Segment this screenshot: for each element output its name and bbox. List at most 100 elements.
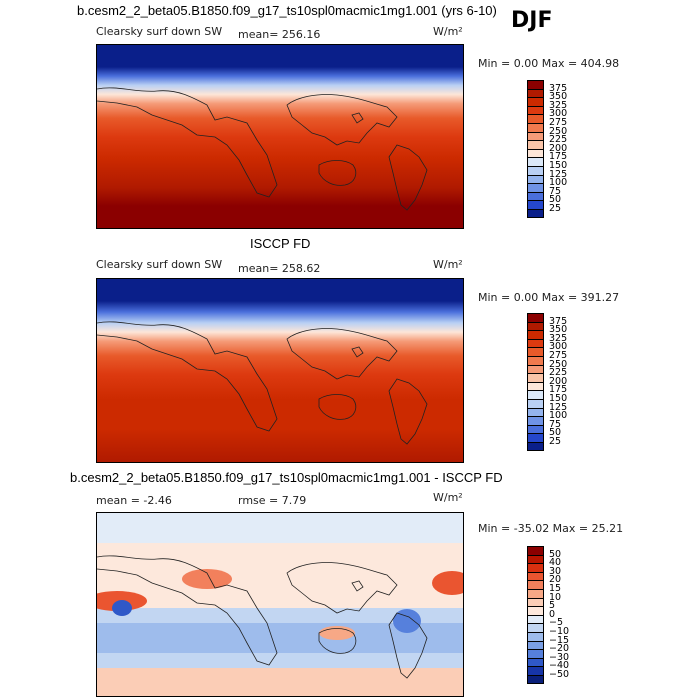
colorbar-swatch	[527, 97, 544, 106]
colorbar-swatch	[527, 416, 544, 425]
colorbar-label: 225	[549, 367, 568, 379]
panel-2-minmax: Min = 0.00 Max = 391.27	[478, 291, 620, 304]
colorbar-label: 300	[549, 108, 568, 120]
colorbar-label: 300	[549, 341, 568, 353]
colorbar-label: 5	[549, 600, 556, 612]
colorbar-swatch	[527, 657, 544, 667]
colorbar-swatch	[527, 606, 544, 615]
colorbar-swatch	[527, 399, 544, 408]
colorbar-swatch	[527, 623, 544, 632]
colorbar-label: 175	[549, 151, 568, 163]
colorbar-swatch	[527, 433, 544, 442]
colorbar-swatch	[527, 313, 544, 322]
colorbar-swatch	[527, 381, 544, 391]
colorbar-swatch	[527, 123, 544, 132]
panel-3-coastlines	[97, 555, 428, 679]
colorbar-swatch	[527, 563, 544, 572]
colorbar-swatch	[527, 148, 544, 158]
panel-1-minmax: Min = 0.00 Max = 404.98	[478, 57, 620, 70]
colorbar-swatch	[527, 330, 544, 339]
colorbar-label: 350	[549, 324, 568, 336]
colorbar-swatch	[527, 364, 544, 374]
panel-3-rmse: rmse = 7.79	[238, 494, 307, 507]
colorbar-label: 50	[549, 427, 562, 439]
colorbar-label: −15	[549, 634, 570, 646]
colorbar-label: −50	[549, 669, 570, 680]
colorbar-label: 325	[549, 99, 568, 111]
colorbar-swatch	[527, 675, 544, 684]
colorbar-label: 250	[549, 358, 568, 370]
colorbar-swatch	[527, 597, 544, 607]
colorbar-label: 225	[549, 134, 568, 146]
colorbar-swatch	[527, 166, 544, 175]
colorbar-swatch	[527, 442, 544, 451]
colorbar-label: −40	[549, 660, 570, 672]
colorbar-label: 25	[549, 436, 562, 447]
panel-3-title: b.cesm2_2_beta05.B1850.f09_g17_ts10spl0m…	[70, 470, 503, 485]
colorbar-swatch	[527, 580, 544, 589]
colorbar-swatch	[527, 424, 544, 434]
colorbar-label: 100	[549, 177, 568, 189]
colorbar-label: −10	[549, 626, 570, 637]
colorbar-swatch	[527, 347, 544, 356]
panel-2-units: W/m²	[433, 258, 463, 271]
panel-1-map	[96, 44, 464, 229]
colorbar-label: 350	[549, 91, 568, 103]
colorbar-swatch	[527, 356, 544, 365]
colorbar-swatch	[527, 666, 544, 675]
colorbar-label: 150	[549, 160, 568, 171]
colorbar-swatch	[527, 338, 544, 348]
colorbar-label: −5	[549, 617, 564, 629]
colorbar-swatch	[527, 140, 544, 149]
colorbar-swatch	[527, 649, 544, 658]
colorbar-swatch	[527, 209, 544, 218]
colorbar-label: 25	[549, 203, 562, 214]
panel-1-variable: Clearsky surf down SW	[96, 25, 223, 38]
colorbar-label: 275	[549, 117, 568, 128]
colorbar-label: 375	[549, 82, 568, 94]
colorbar-label: 20	[549, 574, 562, 586]
colorbar-swatch	[527, 131, 544, 141]
panel-1-units: W/m²	[433, 25, 463, 38]
colorbar-swatch	[527, 157, 544, 166]
colorbar-swatch	[527, 80, 544, 89]
colorbar-swatch	[527, 88, 544, 98]
panel-1-mean: mean= 256.16	[238, 28, 321, 41]
panel-2-mean: mean= 258.62	[238, 262, 321, 275]
colorbar-label: 150	[549, 393, 568, 404]
colorbar-label: 125	[549, 168, 568, 180]
colorbar-swatch	[527, 373, 544, 382]
colorbar-label: 0	[549, 608, 556, 620]
colorbar-swatch	[527, 640, 544, 650]
colorbar-swatch	[527, 321, 544, 331]
colorbar-swatch	[527, 200, 544, 209]
season-label: DJF	[511, 8, 553, 33]
panel-3-map	[96, 512, 464, 697]
colorbar-swatch	[527, 554, 544, 564]
colorbar-label: 375	[549, 315, 568, 327]
colorbar-swatch	[527, 114, 544, 123]
colorbar-swatch	[527, 407, 544, 417]
colorbar-swatch	[527, 546, 544, 555]
colorbar-label: 200	[549, 375, 568, 387]
colorbar-label: −30	[549, 651, 570, 663]
colorbar-swatch	[527, 632, 544, 641]
colorbar-label: 75	[549, 185, 562, 197]
colorbar-label: 15	[549, 583, 562, 594]
colorbar-label: 125	[549, 401, 568, 413]
panel-1-title: b.cesm2_2_beta05.B1850.f09_g17_ts10spl0m…	[77, 3, 497, 18]
colorbar-label: 250	[549, 125, 568, 137]
colorbar-label: 10	[549, 591, 562, 603]
colorbar-label: 325	[549, 332, 568, 344]
colorbar-label: 50	[549, 194, 562, 206]
colorbar-label: 200	[549, 142, 568, 154]
panel-3-mean: mean = -2.46	[96, 494, 172, 507]
panel-3-units: W/m²	[433, 491, 463, 504]
colorbar-label: 75	[549, 418, 562, 430]
colorbar-label: 40	[549, 557, 562, 569]
colorbar-swatch	[527, 183, 544, 192]
panel-2-variable: Clearsky surf down SW	[96, 258, 223, 271]
colorbar-swatch	[527, 105, 544, 115]
colorbar-swatch	[527, 191, 544, 201]
colorbar-label: 175	[549, 384, 568, 396]
